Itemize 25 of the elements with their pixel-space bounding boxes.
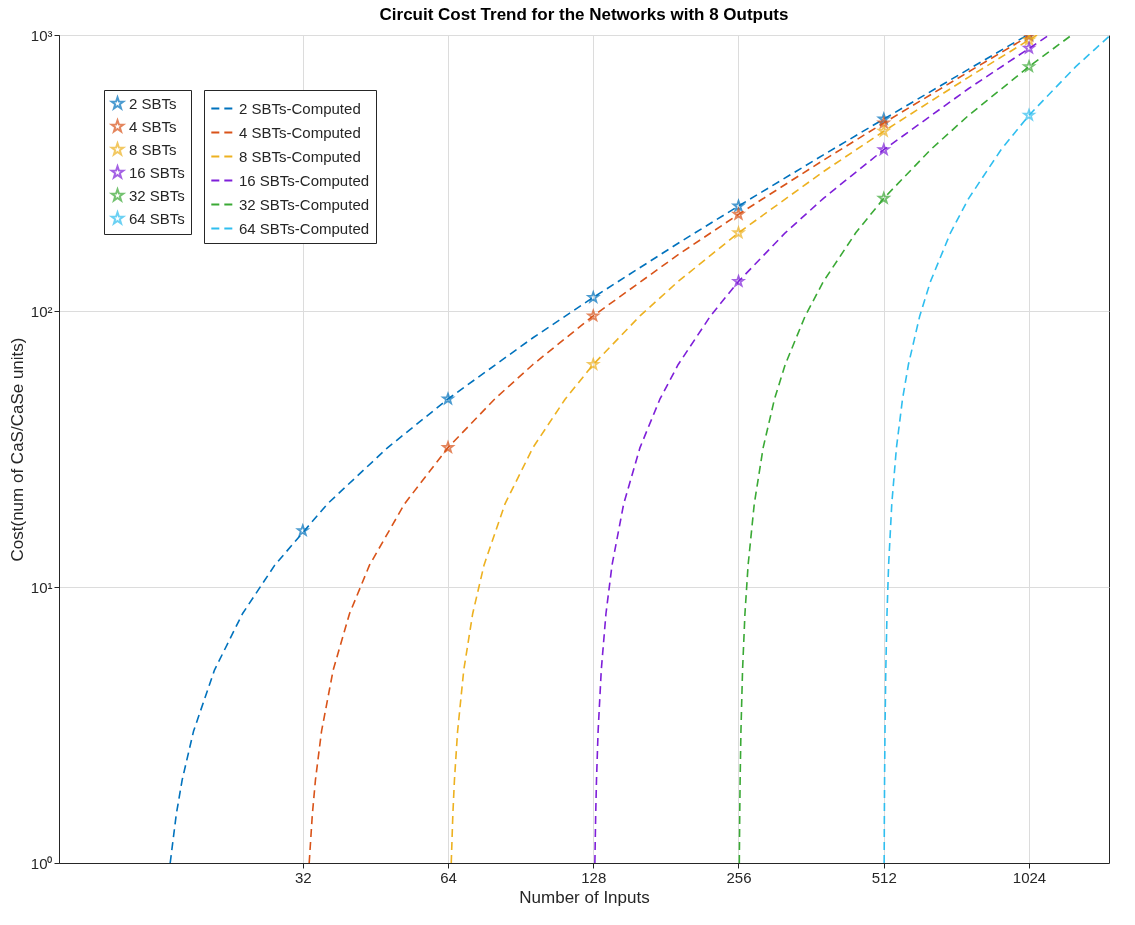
x-axis-title: Number of Inputs [519,887,650,907]
x-tick-label: 256 [726,868,752,886]
x-tick-label: 32 [294,868,312,886]
x-tick-label: 512 [871,868,897,886]
legend-label: 32 SBTs [129,186,185,204]
x-tick-label: 64 [440,868,457,886]
legend-label: 2 SBTs [129,94,177,112]
legend-label: 2 SBTs-Computed [239,99,361,117]
legend-label: 8 SBTs-Computed [239,147,361,165]
chart-title: Circuit Cost Trend for the Networks with 8 Outputs [379,5,789,24]
legend-label: 32 SBTs-Computed [239,195,370,213]
legend-label: 4 SBTs [129,117,177,135]
x-tick-label: 1024 [1012,868,1047,886]
legend-label: 4 SBTs-Computed [239,123,361,141]
legend-label: 64 SBTs [129,209,185,227]
y-tick-label: 10² [30,302,53,320]
legend-label: 8 SBTs [129,140,177,158]
legend-label: 16 SBTs-Computed [239,171,370,189]
y-axis-title: Cost(num of CaS/CaSe units) [7,337,27,562]
y-tick-label: 10¹ [30,578,53,596]
x-tick-label: 128 [581,868,607,886]
legend-label: 64 SBTs-Computed [239,219,370,237]
legend-label: 16 SBTs [129,163,185,181]
y-tick-label: 10⁰ [30,854,53,872]
y-tick-label: 10³ [30,26,53,44]
